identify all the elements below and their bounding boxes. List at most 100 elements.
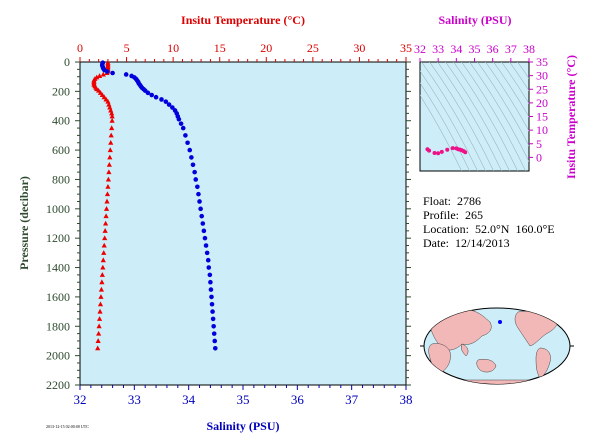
salinity-point bbox=[110, 70, 115, 76]
ts-series bbox=[425, 146, 468, 156]
temperature-point bbox=[109, 110, 115, 116]
temperature-point bbox=[96, 316, 103, 321]
temperature-point bbox=[99, 272, 105, 277]
salinity-tick-label: 37 bbox=[345, 392, 359, 407]
salinity-tick-label: 35 bbox=[237, 392, 250, 407]
ts-point bbox=[436, 151, 441, 156]
temperature-tick-label: 25 bbox=[307, 41, 319, 55]
density-contour bbox=[445, 62, 510, 171]
temperature-point bbox=[104, 198, 110, 204]
ts-temperature-tick-label: 35 bbox=[536, 55, 548, 69]
ts-salinity-tick-label: 36 bbox=[487, 42, 499, 56]
temperature-tick-label: 0 bbox=[77, 41, 83, 55]
salinity-tick-label: 33 bbox=[128, 392, 141, 407]
salinity-point bbox=[149, 92, 155, 98]
temperature-axis: 0 5 10 15 20 25 30 35 bbox=[77, 41, 412, 62]
salinity-point bbox=[210, 309, 215, 314]
salinity-point bbox=[104, 69, 110, 74]
salinity-point bbox=[203, 243, 209, 248]
salinity-axis-title: Salinity (PSU) bbox=[206, 419, 279, 433]
float-id: Float: 2786 bbox=[423, 194, 482, 208]
ts-point bbox=[427, 148, 432, 153]
salinity-point bbox=[196, 191, 201, 197]
salinity-point bbox=[200, 221, 206, 226]
salinity-point bbox=[202, 235, 208, 241]
temperature-series bbox=[91, 59, 115, 351]
temperature-point bbox=[100, 264, 106, 270]
density-contour bbox=[421, 62, 486, 171]
salinity-point bbox=[207, 272, 213, 278]
salinity-point bbox=[212, 345, 218, 351]
temperature-point bbox=[103, 213, 109, 219]
pressure-tick-label: 0 bbox=[64, 55, 70, 69]
salinity-point bbox=[206, 265, 212, 270]
temperature-tick-label: 5 bbox=[124, 41, 130, 55]
temperature-point bbox=[98, 286, 105, 292]
pressure-tick-label: 1200 bbox=[46, 231, 70, 245]
salinity-point bbox=[178, 121, 184, 126]
temperature-point bbox=[95, 345, 101, 351]
pressure-tick-label: 200 bbox=[52, 84, 70, 98]
salinity-point bbox=[189, 155, 194, 160]
ts-salinity-title: Salinity (PSU) bbox=[438, 13, 511, 27]
temperature-point bbox=[106, 169, 112, 175]
pressure-tick-label: 2200 bbox=[46, 378, 70, 392]
temperature-point bbox=[104, 191, 111, 197]
temperature-point bbox=[109, 125, 115, 131]
salinity-point bbox=[209, 301, 215, 307]
temperature-point bbox=[99, 279, 105, 285]
salinity-point bbox=[212, 338, 218, 344]
temperature-point bbox=[101, 242, 107, 248]
salinity-point bbox=[123, 72, 129, 77]
density-contour bbox=[493, 62, 529, 118]
density-contour bbox=[469, 62, 529, 163]
pressure-tick-label: 1600 bbox=[46, 290, 70, 304]
ts-temperature-tick-label: 15 bbox=[536, 110, 548, 124]
pressure-tick-label: 1800 bbox=[46, 319, 70, 333]
temperature-point bbox=[108, 139, 114, 145]
temperature-point bbox=[109, 117, 115, 123]
density-contour bbox=[429, 62, 494, 171]
temperature-point bbox=[100, 257, 106, 263]
temperature-point bbox=[107, 104, 113, 110]
salinity-point bbox=[204, 250, 210, 256]
density-contour bbox=[420, 82, 470, 171]
salinity-point bbox=[199, 213, 205, 219]
temperature-point bbox=[109, 113, 115, 119]
ts-temperature-tick-label: 20 bbox=[536, 96, 548, 110]
temperature-point bbox=[101, 250, 107, 255]
salinity-tick-label: 32 bbox=[74, 392, 87, 407]
temperature-point bbox=[100, 71, 106, 77]
profile-number: Profile: 265 bbox=[423, 208, 483, 222]
land-mass bbox=[476, 359, 497, 373]
salinity-point bbox=[192, 169, 197, 175]
temperature-point bbox=[103, 206, 110, 211]
temperature-point bbox=[108, 132, 114, 138]
salinity-point bbox=[176, 116, 182, 122]
salinity-point bbox=[187, 147, 193, 153]
ts-temperature-tick-label: 10 bbox=[536, 123, 548, 137]
salinity-point bbox=[180, 125, 186, 131]
land-mass bbox=[429, 379, 566, 384]
temperature-point bbox=[96, 323, 102, 329]
ts-temperature-tick-label: 5 bbox=[536, 137, 542, 151]
credit-text: 2013-12-15 02:00:00 UTC bbox=[46, 424, 89, 429]
salinity-point bbox=[190, 162, 196, 168]
land-mass bbox=[460, 343, 469, 357]
temperature-tick-label: 10 bbox=[167, 41, 179, 55]
salinity-point bbox=[185, 140, 190, 146]
pressure-tick-label: 2000 bbox=[46, 349, 70, 363]
salinity-point bbox=[159, 97, 164, 102]
density-contour bbox=[420, 94, 462, 171]
density-contour bbox=[477, 62, 529, 147]
ts-temperature-tick-label: 25 bbox=[536, 82, 548, 96]
density-contour bbox=[461, 62, 526, 171]
pressure-tick-label: 600 bbox=[52, 143, 70, 157]
pressure-tick-label: 1400 bbox=[46, 261, 70, 275]
salinity-tick-label: 34 bbox=[182, 392, 196, 407]
pressure-tick-label: 400 bbox=[52, 114, 70, 128]
ts-temperature-title: Insitu Temperature (°C) bbox=[564, 55, 578, 179]
ts-salinity-tick-label: 35 bbox=[469, 42, 481, 56]
temperature-point bbox=[106, 161, 112, 167]
